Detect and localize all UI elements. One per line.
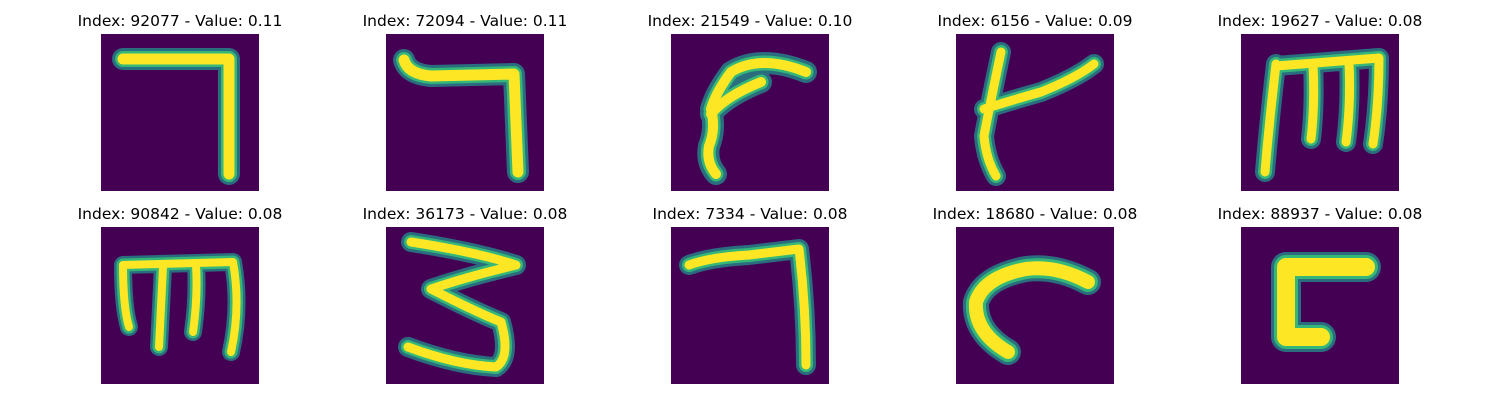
c-curve-glyph (962, 255, 1101, 365)
panel-90842: Index: 90842 - Value: 0.08 (60, 205, 300, 395)
panel-title: Index: 90842 - Value: 0.08 (77, 205, 283, 223)
digit-image (1241, 34, 1399, 191)
digit-image (956, 227, 1114, 384)
digit-image (671, 34, 829, 191)
panel-title: Index: 6156 - Value: 0.09 (937, 12, 1133, 30)
panel-92077: Index: 92077 - Value: 0.11 (60, 12, 300, 202)
digit-image (101, 227, 259, 384)
digit-image (1241, 227, 1399, 384)
panel-21549: Index: 21549 - Value: 0.10 (630, 12, 870, 202)
panel-18680: Index: 18680 - Value: 0.08 (915, 205, 1155, 395)
panel-36173: Index: 36173 - Value: 0.08 (345, 205, 585, 395)
panel-6156: Index: 6156 - Value: 0.09 (915, 12, 1155, 202)
panel-title: Index: 36173 - Value: 0.08 (362, 205, 568, 223)
digit-image (956, 34, 1114, 191)
m-shaped-glyph (1255, 48, 1389, 182)
panel-title: Index: 21549 - Value: 0.10 (647, 12, 853, 30)
panel-88937: Index: 88937 - Value: 0.08 (1200, 205, 1440, 395)
panel-title: Index: 92077 - Value: 0.11 (77, 12, 283, 30)
m-shaped-glyph (114, 253, 246, 361)
curved-stroke-glyph (697, 52, 817, 185)
bracket-glyph (1271, 252, 1381, 352)
panel-72094: Index: 72094 - Value: 0.11 (345, 12, 585, 202)
seven-hook-glyph (679, 239, 816, 375)
three-shaped-glyph (398, 232, 526, 377)
digit-image (386, 227, 544, 384)
seven-hook-glyph (112, 48, 240, 185)
panel-19627: Index: 19627 - Value: 0.08 (1200, 12, 1440, 202)
panel-title: Index: 72094 - Value: 0.11 (362, 12, 568, 30)
panel-7334: Index: 7334 - Value: 0.08 (630, 205, 870, 395)
panel-title: Index: 88937 - Value: 0.08 (1217, 205, 1423, 223)
digit-image (101, 34, 259, 191)
panel-title: Index: 19627 - Value: 0.08 (1217, 12, 1423, 30)
cross-stroke-glyph (974, 42, 1104, 186)
panel-title: Index: 18680 - Value: 0.08 (932, 205, 1138, 223)
seven-hook-glyph (393, 49, 529, 183)
digit-image (671, 227, 829, 384)
digit-image (386, 34, 544, 191)
panel-title: Index: 7334 - Value: 0.08 (652, 205, 848, 223)
